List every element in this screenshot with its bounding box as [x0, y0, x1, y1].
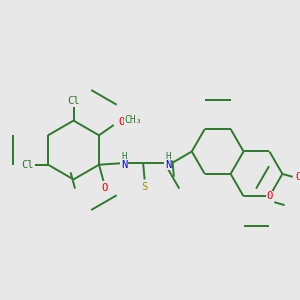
Text: O: O — [296, 172, 300, 182]
Text: N: N — [121, 160, 127, 170]
Text: O: O — [102, 183, 108, 193]
Text: Cl: Cl — [21, 160, 34, 170]
Text: CH₃: CH₃ — [124, 115, 142, 125]
Text: H: H — [166, 152, 171, 161]
Text: S: S — [142, 182, 148, 192]
Text: O: O — [118, 117, 124, 127]
Text: N: N — [165, 160, 171, 170]
Text: Cl: Cl — [67, 97, 80, 106]
Text: O: O — [266, 191, 273, 201]
Text: H: H — [121, 152, 127, 161]
